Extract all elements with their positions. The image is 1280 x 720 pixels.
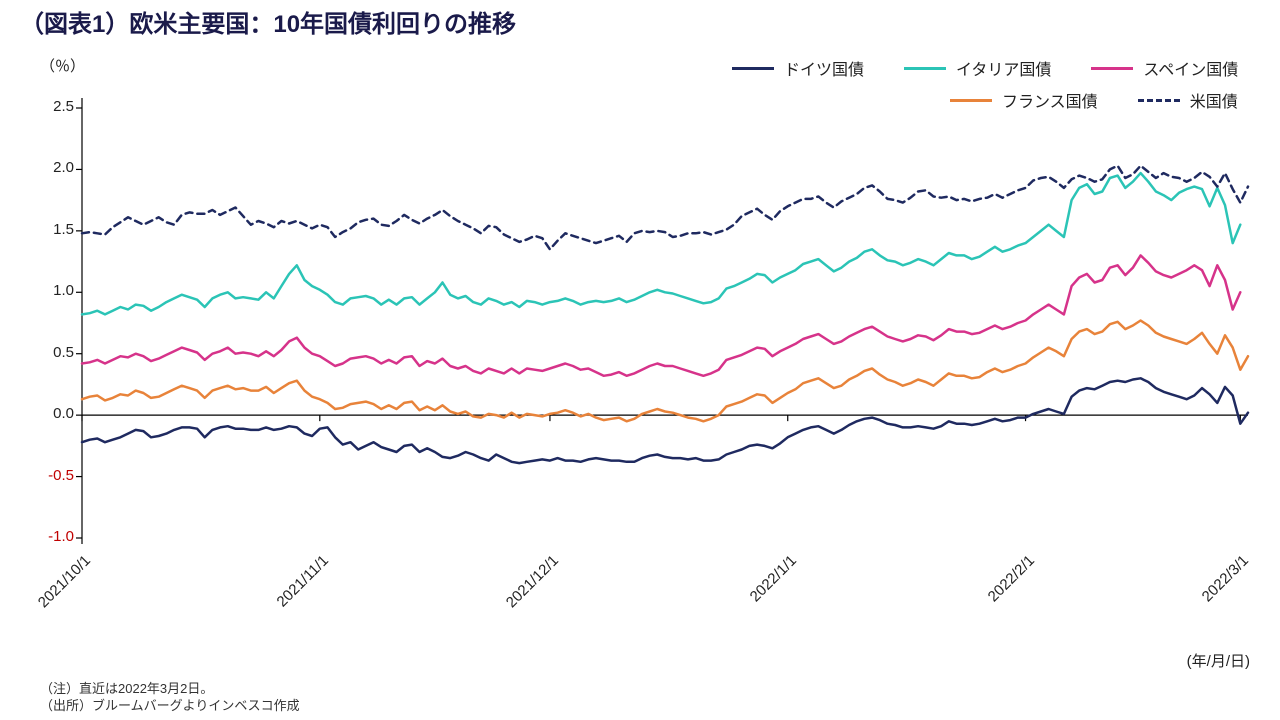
legend-label: スペイン国債 <box>1143 56 1238 80</box>
y-tick-label: 1.5 <box>32 221 74 238</box>
series-line <box>82 321 1248 422</box>
legend-swatch <box>950 99 992 102</box>
chart-area <box>28 48 1260 588</box>
legend-swatch <box>1091 67 1133 70</box>
legend-swatch <box>904 67 946 70</box>
y-tick-label: 0.5 <box>32 344 74 361</box>
legend-label: 米国債 <box>1190 88 1238 112</box>
series-line <box>82 166 1248 250</box>
y-tick-label: 2.0 <box>32 159 74 176</box>
legend-label: ドイツ国債 <box>784 56 864 80</box>
series-line <box>82 173 1240 314</box>
chart-title: （図表1）欧米主要国：10年国債利回りの推移 <box>20 4 516 39</box>
y-tick-label: -0.5 <box>32 467 74 484</box>
x-axis-unit: (年/月/日) <box>1187 650 1250 671</box>
footnote-2: （出所）ブルームバーグよりインベスコ作成 <box>40 697 300 715</box>
legend-item: イタリア国債 <box>904 56 1051 80</box>
series-line <box>82 255 1240 375</box>
legend-swatch <box>1138 99 1180 102</box>
line-chart-svg <box>28 48 1260 588</box>
legend-item: ドイツ国債 <box>732 56 864 80</box>
y-tick-label: 1.0 <box>32 282 74 299</box>
y-tick-label: 0.0 <box>32 405 74 422</box>
legend-label: イタリア国債 <box>956 56 1051 80</box>
legend-item: スペイン国債 <box>1091 56 1238 80</box>
legend-label: フランス国債 <box>1002 88 1098 112</box>
legend-item: フランス国債 <box>950 88 1098 112</box>
y-tick-label: 2.5 <box>32 98 74 115</box>
y-tick-label: -1.0 <box>32 528 74 545</box>
legend-item: 米国債 <box>1138 88 1238 112</box>
y-axis-unit: （％） <box>40 55 85 76</box>
footnote-1: （注）直近は2022年3月2日。 <box>40 680 213 698</box>
legend-swatch <box>732 67 774 70</box>
